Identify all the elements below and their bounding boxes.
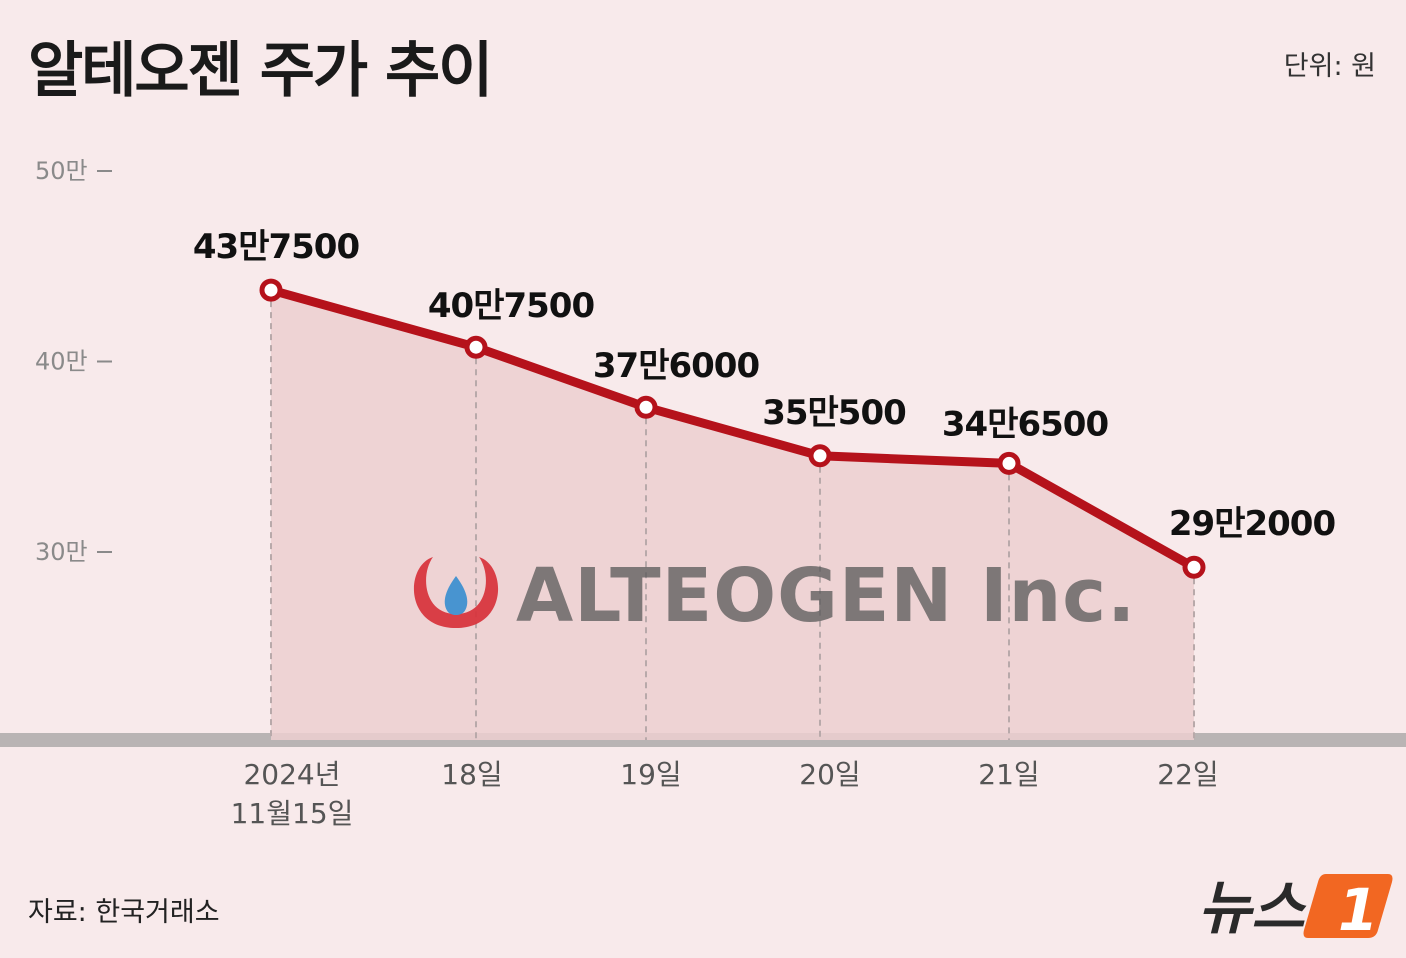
area-fill [271,290,1194,740]
data-label: 37만6000 [593,346,760,386]
y-tick-label: 40만 [35,348,88,376]
x-tick-label: 22일 [1157,758,1218,791]
x-axis: 2024년 11월15일 18일 19일 20일 21일 22일 [231,758,1219,830]
news1-logo-icon: 뉴스 1 [1198,874,1393,944]
brand-mark: 1 [1338,876,1378,944]
droplet-logo-icon [413,557,499,628]
price-line [266,285,1199,572]
lower-panel [0,747,1406,958]
data-point [464,335,488,359]
data-point [634,395,658,419]
data-point [997,451,1021,475]
watermark-company-text: ALTEOGEN Inc. [516,553,1136,639]
company-watermark-logo: ALTEOGEN Inc. [413,553,1136,639]
brand-text: 뉴스 [1198,874,1307,942]
data-label: 43만7500 [193,227,360,267]
data-point [259,278,283,302]
unit-label: 단위: 원 [1283,51,1376,82]
guide-lines [270,290,1195,740]
chart-title: 알테오젠 주가 추이 [28,36,493,106]
data-label: 40만7500 [428,286,595,326]
x-tick-label: 19일 [620,758,681,791]
y-axis: 50만 40만 30만 [35,157,112,566]
y-tick-label: 50만 [35,157,88,185]
data-points [259,278,1206,579]
data-label: 35만500 [762,393,906,433]
x-tick-label: 18일 [441,758,502,791]
source-note: 자료: 한국거래소 [28,897,220,928]
data-point [808,444,832,468]
data-label: 29만2000 [1169,504,1336,544]
data-label: 34만6500 [942,404,1109,444]
x-tick-label: 2024년 [243,758,340,791]
data-point [1182,555,1206,579]
x-tick-label: 11월15일 [231,797,354,830]
y-tick-label: 30만 [35,538,88,566]
x-tick-label: 21일 [978,758,1039,791]
x-tick-label: 20일 [799,758,860,791]
